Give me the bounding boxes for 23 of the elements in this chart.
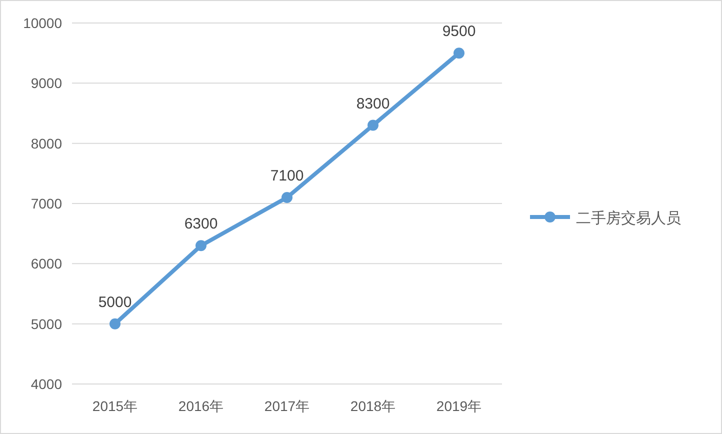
point — [196, 240, 206, 252]
y-tick-label: 7000 — [30, 196, 62, 212]
point — [110, 318, 120, 330]
data-label: 5000 — [98, 294, 132, 311]
data-label: 6300 — [184, 216, 218, 233]
legend-label: 二手房交易人员 — [576, 209, 681, 227]
data-label: 8300 — [356, 95, 390, 112]
y-tick-label: 5000 — [30, 316, 62, 332]
data-label: 9500 — [442, 23, 476, 40]
y-tick-label: 4000 — [30, 376, 62, 392]
y-tick-label: 10000 — [23, 15, 62, 31]
y-tick-label: 6000 — [30, 256, 62, 272]
x-tick-label: 2018年 — [350, 398, 396, 414]
y-tick-label: 9000 — [30, 75, 62, 92]
x-tick-label: 2017年 — [264, 398, 310, 414]
data-label: 7100 — [270, 167, 304, 184]
x-tick-label: 2019年 — [436, 398, 482, 414]
x-tick-label: 2016年 — [178, 398, 224, 414]
x-tick-label: 2015年 — [92, 398, 138, 414]
point — [282, 192, 292, 203]
point — [454, 48, 464, 59]
point — [368, 120, 378, 131]
y-tick-label: 8000 — [30, 135, 62, 152]
